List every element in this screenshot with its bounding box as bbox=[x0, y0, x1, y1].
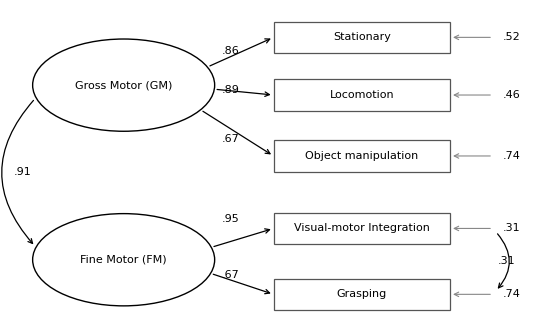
Text: .67: .67 bbox=[222, 270, 239, 280]
Text: .31: .31 bbox=[503, 223, 520, 233]
Text: Object manipulation: Object manipulation bbox=[305, 151, 418, 161]
Text: .91: .91 bbox=[14, 168, 32, 178]
Bar bbox=[274, 22, 450, 53]
Bar bbox=[274, 140, 450, 172]
Text: .86: .86 bbox=[222, 46, 239, 56]
Text: .31: .31 bbox=[498, 256, 515, 266]
Text: .67: .67 bbox=[222, 134, 239, 144]
Text: Fine Motor (FM): Fine Motor (FM) bbox=[81, 255, 167, 265]
Text: .89: .89 bbox=[222, 85, 240, 95]
Text: Grasping: Grasping bbox=[337, 289, 387, 299]
Text: .74: .74 bbox=[503, 289, 521, 299]
Text: .95: .95 bbox=[222, 214, 239, 223]
Text: Gross Motor (GM): Gross Motor (GM) bbox=[75, 80, 172, 90]
Text: Visual-motor Integration: Visual-motor Integration bbox=[294, 223, 430, 233]
Text: Locomotion: Locomotion bbox=[330, 90, 394, 100]
Bar bbox=[274, 279, 450, 310]
Bar bbox=[274, 79, 450, 111]
Text: .74: .74 bbox=[503, 151, 521, 161]
Text: .52: .52 bbox=[503, 32, 521, 42]
Bar bbox=[274, 213, 450, 244]
Text: .46: .46 bbox=[503, 90, 521, 100]
Text: Stationary: Stationary bbox=[333, 32, 391, 42]
